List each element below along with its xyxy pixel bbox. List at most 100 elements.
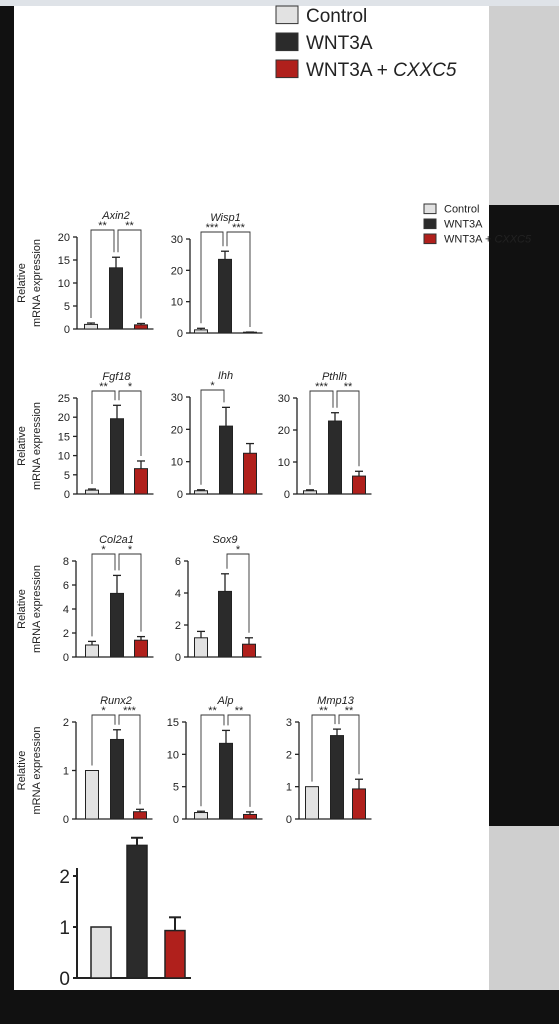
chart-8-sig-label-1: ** — [235, 705, 244, 717]
chart-1-sig-bracket-0 — [200, 231, 224, 324]
chart-5-bar-2 — [134, 639, 148, 658]
chart-9-bar-1 — [330, 735, 344, 820]
chart-2-bar-0 — [85, 489, 99, 495]
chart-1-sig-label-1: *** — [232, 222, 246, 234]
chart-1-sig-label-0: *** — [206, 222, 220, 234]
chart-5-sig-bracket-0 — [91, 553, 116, 637]
chart-0-y-tick-label-4: 20 — [58, 232, 70, 244]
chart-7-sig-bracket-0 — [91, 714, 116, 766]
legend-large-swatch-0 — [275, 5, 299, 25]
chart-2-ylabel-line1: Relative — [16, 426, 28, 466]
chart-3-y-tick-label-3: 30 — [171, 392, 183, 404]
chart-2-y-tick-label-0: 0 — [64, 489, 70, 501]
chart-0-sig-label-1: ** — [125, 220, 134, 232]
legend-small-swatch-1 — [423, 218, 437, 230]
chart-7-bar-2 — [133, 811, 147, 820]
legend-large-label-text-1: WNT3A — [306, 33, 373, 54]
chart-8-y-tick-label-1: 5 — [173, 782, 179, 794]
chart-10-y-tick-label-1: 1 — [59, 918, 70, 939]
chart-0-y-tick-label-2: 10 — [58, 278, 70, 290]
legend-small-label-0: Control — [444, 204, 479, 216]
chart-6-bar-1 — [218, 590, 232, 658]
chart-0-title: Axin2 — [101, 210, 130, 222]
chart-8-sig-bracket-0 — [200, 714, 225, 807]
chart-6-title: Sox9 — [212, 534, 237, 546]
chart-1-bar-1 — [218, 258, 232, 334]
chart-1-y-tick-label-2: 20 — [171, 265, 183, 277]
legend-small-swatch-0 — [423, 203, 437, 215]
chart-3-bar-0 — [194, 490, 208, 495]
chart-4-y-tick-label-1: 10 — [278, 457, 290, 469]
chart-7-sig-bracket-1 — [118, 714, 141, 805]
chart-4-bar-1 — [328, 420, 342, 495]
chart-8-bar-1 — [219, 742, 233, 820]
chart-10-y-tick-label-0: 0 — [59, 969, 70, 990]
chart-6-bar-0 — [194, 637, 208, 658]
chart-4-y-tick-label-0: 0 — [284, 489, 290, 501]
legend-small-swatch-2 — [423, 233, 437, 245]
chart-3-y-tick-label-0: 0 — [177, 489, 183, 501]
chart-4-sig-label-1: ** — [344, 381, 353, 393]
chart-4-bar-0 — [303, 490, 317, 495]
chart-1-bar-0 — [194, 329, 208, 334]
chart-8-sig-bracket-1 — [227, 714, 251, 807]
chart-7-bar-0 — [85, 770, 99, 820]
chart-10-bar-1 — [126, 844, 148, 979]
chart-5-bar-0 — [85, 644, 99, 658]
chart-5-y-tick-label-0: 0 — [63, 652, 69, 664]
chart-6-y-tick-label-2: 4 — [175, 588, 181, 600]
chart-5-title: Col2a1 — [99, 534, 134, 546]
chart-10-bar-0 — [90, 926, 112, 979]
chart-7-y-tick-label-1: 1 — [63, 765, 69, 777]
chart-4-title: Pthlh — [322, 371, 347, 383]
chart-4-sig-bracket-0 — [309, 390, 334, 485]
legend-large-swatch-2 — [275, 59, 299, 79]
chart-1-sig-bracket-1 — [226, 231, 251, 328]
top-strip — [0, 0, 559, 6]
chart-6-y-tick-label-0: 0 — [175, 652, 181, 664]
chart-0-ylabel-line2: mRNA expression — [31, 239, 43, 327]
chart-7-sig-label-1: *** — [123, 705, 137, 717]
legend-large-label-italic-2: CXXC5 — [393, 60, 457, 81]
chart-0-sig-bracket-1 — [117, 229, 142, 319]
chart-9-title: Mmp13 — [317, 695, 355, 707]
chart-9-y-tick-label-2: 2 — [286, 749, 292, 761]
legend-small-label-1: WNT3A — [444, 219, 483, 231]
gray-panel-top-right — [489, 6, 559, 205]
chart-5-ylabel-line2: mRNA expression — [31, 565, 43, 653]
chart-3-y-tick-label-2: 20 — [171, 424, 183, 436]
chart-1-y-tick-label-0: 0 — [177, 328, 183, 340]
chart-2-y-tick-label-3: 15 — [58, 431, 70, 443]
chart-7-sig-label-0: * — [101, 705, 106, 717]
chart-2-y-tick-label-5: 25 — [58, 393, 70, 405]
chart-2-sig-bracket-1 — [118, 390, 142, 456]
gray-panel-bottom-right — [489, 826, 559, 990]
chart-9-bar-0 — [305, 786, 319, 820]
chart-3-sig-bracket-0 — [200, 389, 225, 485]
chart-3-sig-label-0: * — [210, 380, 215, 392]
chart-0-sig-bracket-0 — [90, 229, 115, 319]
chart-8-title: Alp — [217, 695, 234, 707]
chart-9-y-tick-label-1: 1 — [286, 782, 292, 794]
chart-0-y-tick-label-0: 0 — [64, 324, 70, 336]
chart-8-y-tick-label-0: 0 — [173, 814, 179, 826]
chart-9-y-tick-label-0: 0 — [286, 814, 292, 826]
chart-10-bar-2 — [164, 929, 186, 979]
chart-2-sig-bracket-0 — [91, 390, 116, 485]
legend-large-label-2: WNT3A + CXXC5 — [306, 60, 457, 81]
chart-1-title: Wisp1 — [210, 212, 240, 224]
chart-3-title: Ihh — [218, 370, 233, 382]
chart-2-title: Fgf18 — [102, 371, 131, 383]
legend-small-label-text-2: WNT3A + — [444, 234, 494, 246]
chart-4-bar-2 — [352, 475, 366, 495]
chart-5-ylabel-line1: Relative — [16, 589, 28, 629]
chart-4-sig-label-0: *** — [315, 381, 329, 393]
chart-0-sig-label-0: ** — [98, 220, 107, 232]
chart-8-bar-0 — [194, 812, 208, 820]
chart-7-bar-1 — [110, 738, 124, 820]
chart-0-y-tick-label-3: 15 — [58, 255, 70, 267]
chart-9-sig-label-0: ** — [319, 705, 328, 717]
chart-2-sig-label-1: * — [128, 381, 133, 393]
legend-large-label-text-2: WNT3A + — [306, 60, 393, 81]
